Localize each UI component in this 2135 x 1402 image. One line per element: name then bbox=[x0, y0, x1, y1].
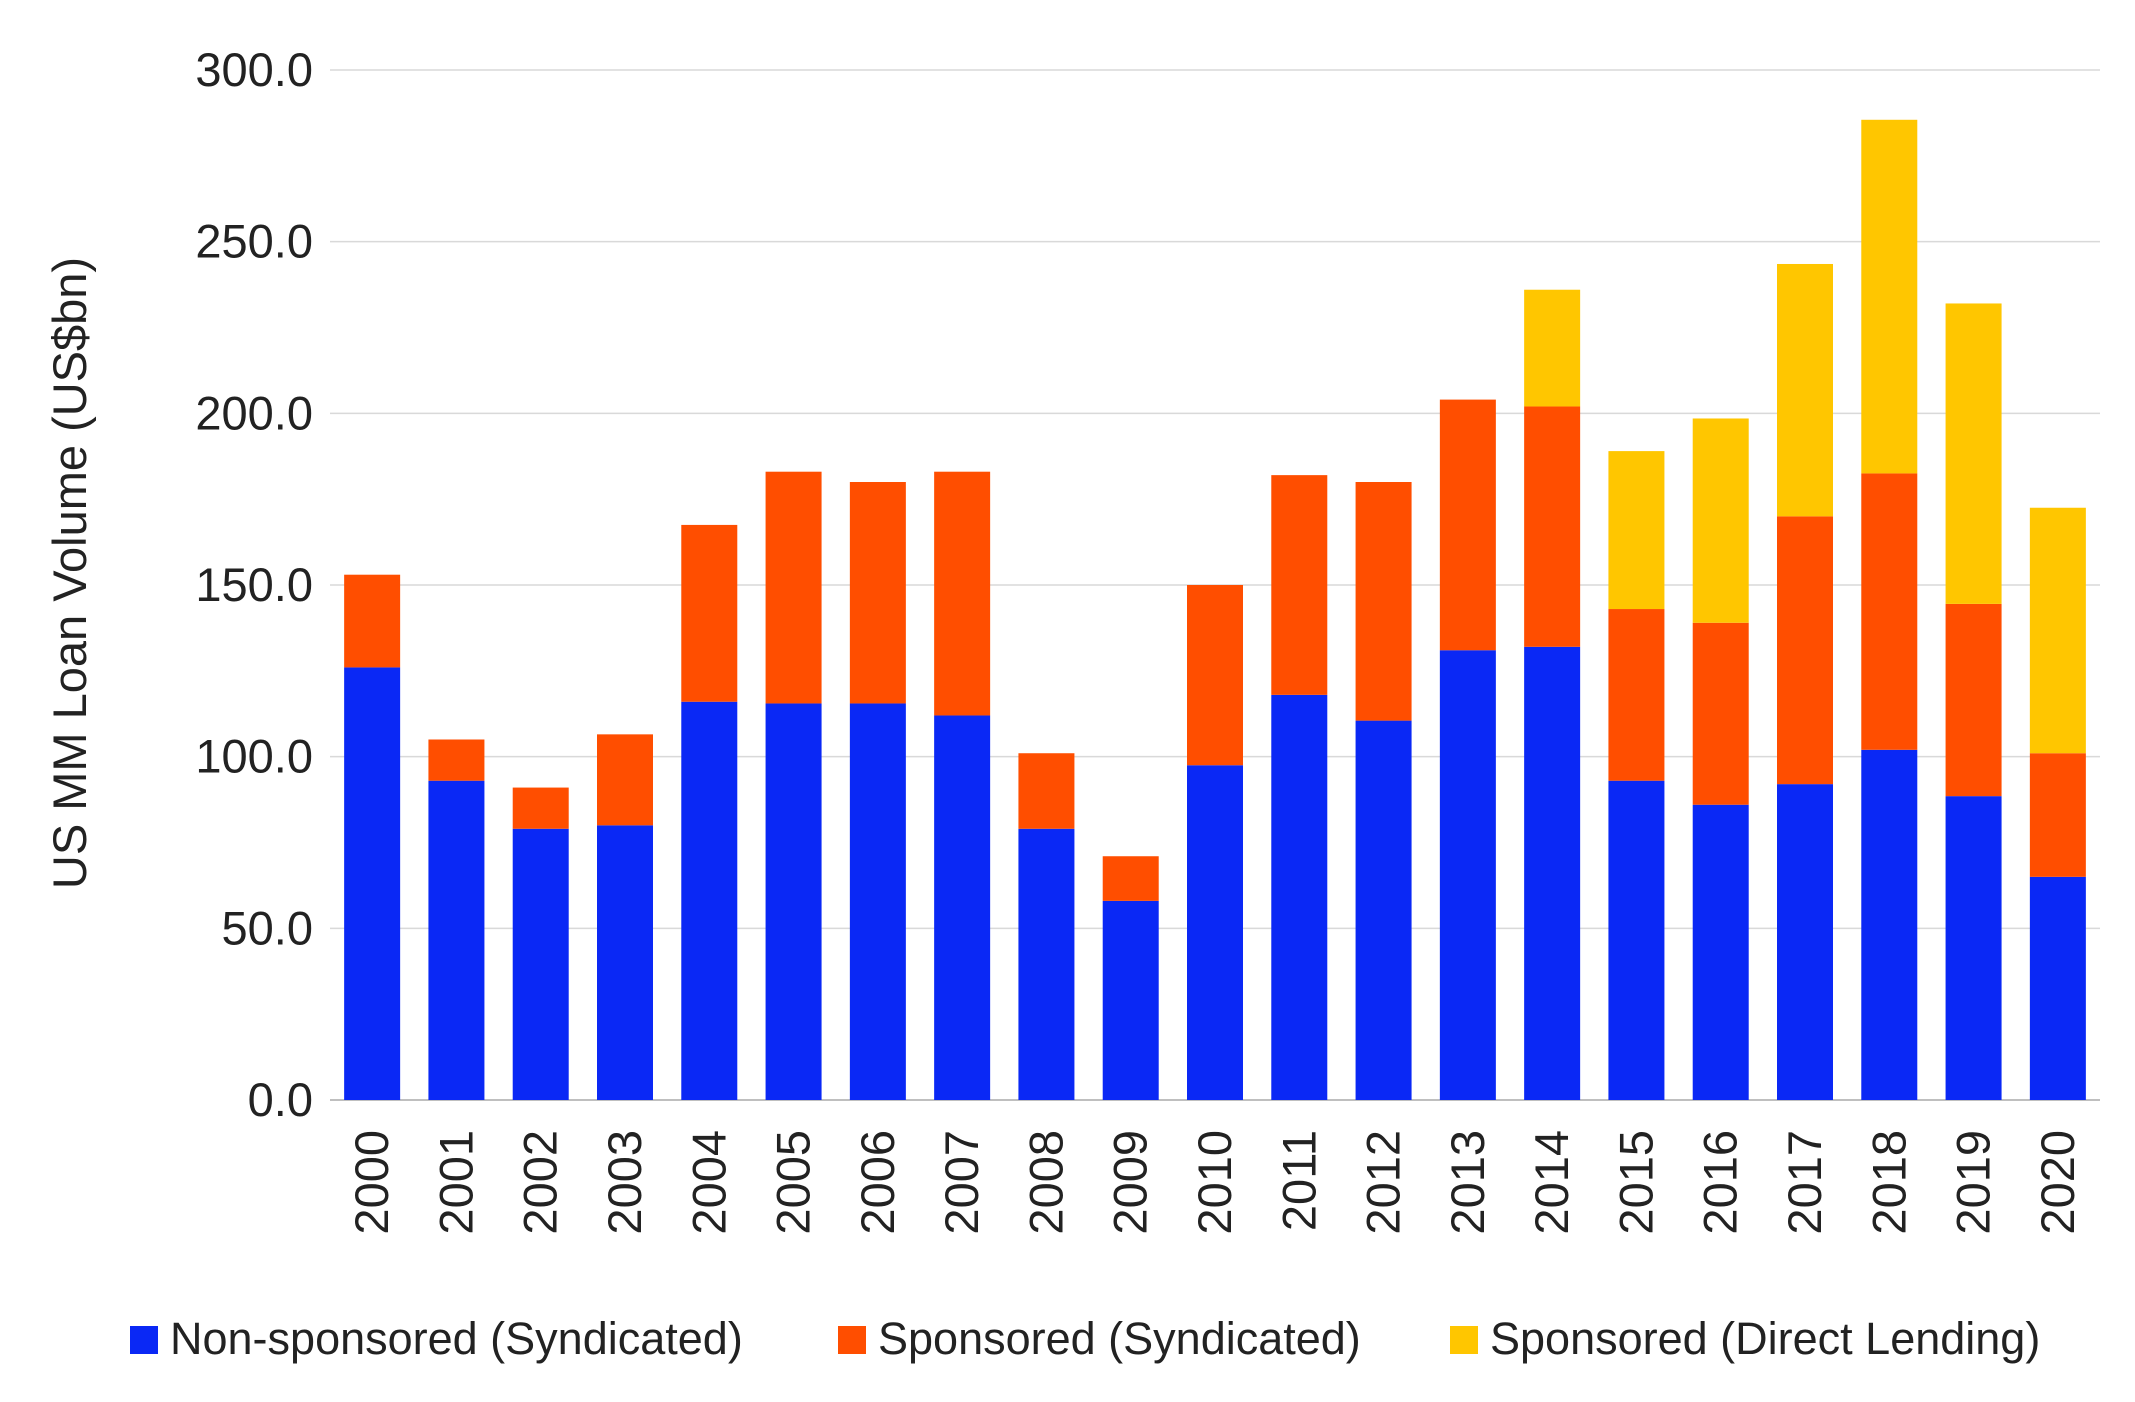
bar-2011-series-1 bbox=[1271, 694, 1328, 1100]
bar-2009-series-1 bbox=[1102, 900, 1159, 1100]
y-tick-labels: 0.0 50.0 100.0 150.0 200.0 250.0 300.0 bbox=[195, 43, 313, 1126]
bar-2001-series-2 bbox=[428, 739, 485, 781]
bar-2005-series-2 bbox=[765, 471, 822, 704]
x-tick-label: 2020 bbox=[2031, 1130, 2084, 1235]
bar-2002-series-2 bbox=[512, 787, 569, 829]
x-tick-label: 2009 bbox=[1104, 1130, 1157, 1235]
bar-2020-series-3 bbox=[2029, 507, 2086, 754]
bar-2012-series-2 bbox=[1355, 482, 1412, 721]
bar-2017-series-1 bbox=[1777, 784, 1833, 1100]
x-tick-label: 2014 bbox=[1525, 1130, 1578, 1235]
bar-2018-series-2 bbox=[1861, 473, 1918, 750]
bar-2007-series-1 bbox=[934, 715, 991, 1100]
bar-2016-series-2 bbox=[1692, 622, 1749, 805]
bar-2015-series-3 bbox=[1608, 451, 1665, 610]
y-tick-label: 200.0 bbox=[195, 386, 313, 439]
x-tick-label: 2012 bbox=[1357, 1130, 1410, 1235]
bar-2010-series-2 bbox=[1187, 585, 1243, 766]
x-tick-label: 2008 bbox=[1019, 1130, 1072, 1235]
bar-2007-series-2 bbox=[934, 471, 991, 716]
bar-2019-series-3 bbox=[1945, 303, 2002, 604]
bar-2002-series-1 bbox=[512, 828, 569, 1100]
bar-2001-series-1 bbox=[428, 780, 485, 1100]
bar-2014-series-3 bbox=[1524, 289, 1581, 407]
y-tick-label: 150.0 bbox=[195, 558, 313, 611]
bar-2000-series-1 bbox=[344, 667, 401, 1100]
bar-2004-series-1 bbox=[681, 701, 738, 1100]
y-tick-label: 0.0 bbox=[248, 1073, 313, 1126]
bar-2006-series-2 bbox=[849, 482, 906, 704]
x-tick-label: 2002 bbox=[514, 1130, 567, 1235]
bar-2016-series-1 bbox=[1692, 804, 1749, 1100]
x-tick-label: 2004 bbox=[682, 1130, 735, 1235]
bar-2019-series-2 bbox=[1945, 603, 2002, 797]
legend-swatch bbox=[1450, 1326, 1478, 1354]
legend-swatch bbox=[130, 1326, 158, 1354]
legend-label: Sponsored (Syndicated) bbox=[878, 1313, 1361, 1364]
bar-2005-series-1 bbox=[765, 703, 822, 1100]
bar-2012-series-1 bbox=[1355, 720, 1412, 1100]
bar-2003-series-2 bbox=[597, 734, 653, 826]
bar-2019-series-1 bbox=[1945, 796, 2002, 1100]
x-tick-label: 2013 bbox=[1441, 1130, 1494, 1235]
y-tick-label: 300.0 bbox=[195, 43, 313, 96]
bar-2003-series-1 bbox=[597, 825, 653, 1100]
bar-2008-series-1 bbox=[1018, 828, 1075, 1100]
y-tick-label: 100.0 bbox=[195, 730, 313, 783]
bar-2014-series-1 bbox=[1524, 646, 1581, 1100]
bar-2013-series-2 bbox=[1439, 399, 1496, 651]
bar-2011-series-2 bbox=[1271, 475, 1328, 695]
bar-2004-series-2 bbox=[681, 524, 738, 702]
bar-2009-series-2 bbox=[1102, 856, 1159, 901]
legend: Non-sponsored (Syndicated) Sponsored (Syn… bbox=[130, 1313, 2040, 1364]
legend-label: Non-sponsored (Syndicated) bbox=[170, 1313, 743, 1364]
bar-2020-series-1 bbox=[2029, 876, 2086, 1100]
bar-2006-series-1 bbox=[849, 703, 906, 1100]
x-tick-label: 2003 bbox=[598, 1130, 651, 1235]
x-tick-label: 2006 bbox=[851, 1130, 904, 1235]
bar-2014-series-2 bbox=[1524, 406, 1581, 647]
x-tick-label: 2011 bbox=[1272, 1130, 1325, 1231]
bar-2013-series-1 bbox=[1439, 650, 1496, 1100]
x-tick-label: 2018 bbox=[1862, 1130, 1915, 1235]
bar-2000-series-2 bbox=[344, 574, 401, 668]
x-tick-label: 2016 bbox=[1694, 1130, 1747, 1235]
bar-2015-series-1 bbox=[1608, 780, 1665, 1100]
bar-2018-series-1 bbox=[1861, 749, 1918, 1100]
bar-2015-series-2 bbox=[1608, 609, 1665, 781]
x-tick-label: 2005 bbox=[767, 1130, 820, 1235]
bars bbox=[344, 119, 2086, 1100]
x-tick-label: 2015 bbox=[1609, 1130, 1662, 1235]
x-tick-label: 2001 bbox=[429, 1130, 482, 1235]
legend-swatch bbox=[838, 1326, 866, 1354]
x-tick-label: 2019 bbox=[1947, 1130, 2000, 1235]
bar-2016-series-3 bbox=[1692, 418, 1749, 623]
bar-2010-series-1 bbox=[1187, 765, 1243, 1100]
bar-2017-series-2 bbox=[1777, 516, 1833, 785]
y-axis-title: US MM Loan Volume (US$bn) bbox=[43, 257, 96, 889]
bar-2008-series-2 bbox=[1018, 753, 1075, 829]
x-tick-label: 2000 bbox=[345, 1130, 398, 1235]
legend-label: Sponsored (Direct Lending) bbox=[1490, 1313, 2040, 1364]
y-tick-label: 250.0 bbox=[195, 215, 313, 268]
x-tick-label: 2007 bbox=[935, 1130, 988, 1235]
x-tick-label: 2017 bbox=[1778, 1130, 1831, 1235]
x-tick-label: 2010 bbox=[1188, 1130, 1241, 1235]
bar-2017-series-3 bbox=[1777, 263, 1833, 517]
y-tick-label: 50.0 bbox=[222, 901, 313, 954]
bar-2018-series-3 bbox=[1861, 119, 1918, 474]
x-tick-labels: 2000 2001 2002 2003 2004 2005 2006 2007 2008 2009… bbox=[345, 1130, 2084, 1235]
bar-2020-series-2 bbox=[2029, 753, 2086, 877]
